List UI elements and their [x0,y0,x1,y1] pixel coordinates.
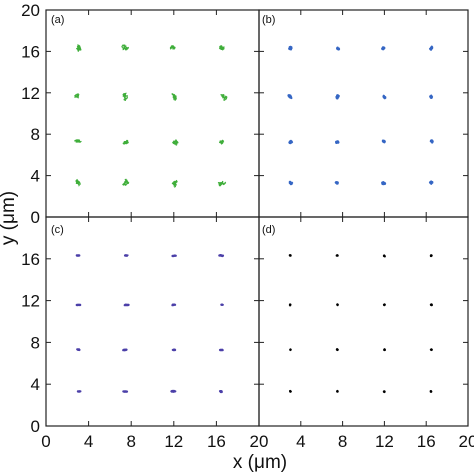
x-tick-label: 0 [41,432,50,451]
trajectory-trace [428,180,434,185]
y-tick-label: 20 [21,1,40,20]
trajectory-trace [218,348,224,352]
trajectory-trace [288,180,294,186]
x-tick-label: 16 [207,432,226,451]
trajectory-trace [218,253,225,258]
trajectory-trace [218,390,223,394]
x-tick-label: 8 [126,432,135,451]
trajectory-trace [76,348,81,352]
trajectory-trace [336,303,339,307]
trajectory-trace [74,139,82,143]
panel-d-tag: (d) [262,224,275,236]
trajectory-trace [76,44,82,52]
trajectory-trace [217,180,227,187]
x-tick-label: 20 [250,432,269,451]
trajectory-trace [288,303,292,307]
trajectory-trace [335,94,340,100]
x-tick-label: 12 [164,432,183,451]
panel-c-tag: (c) [51,224,64,236]
trajectory-trace [169,45,176,50]
trajectory-trace [383,348,386,352]
y-tick-label: 4 [31,375,40,394]
trajectory-trace [218,45,225,51]
trajectory-trace [429,303,433,307]
trajectory-trace [334,181,339,185]
x-tick-label: 4 [84,432,93,451]
trajectory-trace [218,139,225,145]
x-tick-label: 12 [375,432,394,451]
panel-a-frame [45,9,260,218]
trajectory-trace [74,93,80,99]
trajectory-trace [429,94,434,99]
panel-b-frame [258,9,469,218]
trajectory-trace [171,303,177,307]
trajectory-trace [220,94,228,102]
panel-c-frame [45,216,260,427]
panel-b-tag: (b) [262,14,275,26]
y-tick-label: 8 [31,333,40,352]
y-tick-label: 12 [21,84,40,103]
trajectory-trace [288,139,294,145]
y-tick-label: 0 [31,208,40,227]
trajectory-trace [170,389,177,393]
trajectory-trace [288,45,293,51]
trajectory-trace [382,94,387,100]
trajectory-trace [429,254,433,258]
trajectory-trace [172,139,179,146]
trajectory-trace [382,303,386,307]
y-tick-label: 12 [21,292,40,311]
trajectory-trace [289,389,292,393]
y-axis-title: y (μm) [0,191,19,245]
trajectory-trace [121,44,129,51]
trajectory-trace [287,94,293,100]
trajectory-trace [122,348,128,352]
y-tick-label: 4 [31,167,40,186]
trajectory-trace [123,303,130,307]
trajectory-trace [336,46,341,51]
x-tick-label: 4 [296,432,305,451]
trajectory-trace [288,254,292,257]
x-tick-label: 20 [459,432,474,451]
y-tick-label: 0 [31,417,40,436]
trajectory-trace [123,254,129,257]
trajectory-traces [74,44,434,394]
trajectory-trace [429,139,434,144]
trajectory-trace [122,92,129,102]
trajectory-trace [429,45,434,51]
panel-a-tag: (a) [51,14,64,26]
trajectory-trace [122,178,130,186]
y-tick-label: 16 [21,250,40,269]
y-tick-label: 16 [21,42,40,61]
trajectory-trace [381,46,386,51]
trajectory-trace [75,178,81,187]
x-axis-title: x (μm) [233,452,287,473]
trajectory-trace [171,179,178,188]
x-tick-label: 8 [338,432,347,451]
trajectory-trace [171,93,177,101]
axis-ticks: 0 4 8 12 16 20 4 8 12 16 20 0 4 8 12 16 20 0 4 8 12 16 [21,1,474,451]
panel-d-frame [258,216,469,427]
trajectory-trace [335,348,339,352]
trajectory-trace [336,390,339,393]
trajectory-trace [122,390,129,393]
trajectory-trace [171,348,177,352]
trajectory-trace [381,181,387,186]
trajectory-trace [335,140,340,144]
trajectory-trace [122,139,129,145]
x-tick-label: 16 [417,432,436,451]
trajectory-trace [382,390,386,394]
trajectory-trace [382,254,386,258]
trajectory-trace [381,139,386,144]
trajectory-trace [171,254,177,258]
trajectory-trace [429,390,433,393]
y-tick-label: 8 [31,125,40,144]
